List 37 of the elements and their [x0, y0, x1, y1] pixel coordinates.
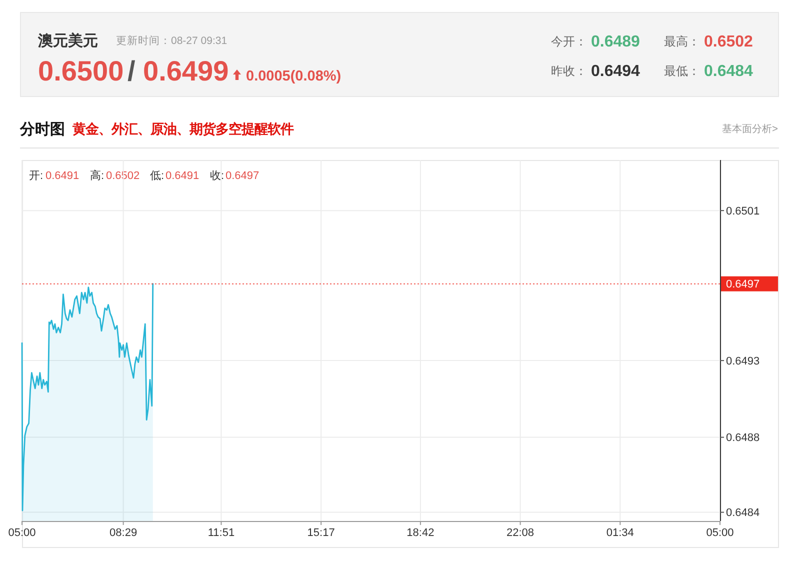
- x-tick-label: 22:08: [506, 527, 534, 539]
- y-tick-label: 0.6488: [726, 432, 760, 444]
- x-tick-label: 18:42: [406, 527, 434, 539]
- x-tick-label: 15:17: [307, 527, 335, 539]
- text: 昨收：: [551, 64, 587, 78]
- x-tick-label: 08:29: [110, 527, 138, 539]
- text: 最高：: [664, 34, 700, 48]
- text: /: [128, 55, 136, 86]
- annotation: 0.6491: [46, 170, 80, 182]
- annotation: 收:: [210, 170, 224, 182]
- annotation: 高:: [90, 169, 104, 182]
- y-tick-label: 0.6501: [726, 205, 760, 218]
- x-tick-label: 05:00: [8, 527, 36, 539]
- y-tick-label: 0.6493: [726, 355, 760, 368]
- annotation: 0.6502: [106, 170, 140, 182]
- text: 0.6502: [704, 34, 754, 50]
- y-tick-label: 0.6484: [726, 507, 760, 520]
- x-tick-label: 01:34: [606, 527, 634, 539]
- annotation: 0.6497: [226, 170, 260, 182]
- text: 黄金、外汇、原油、期货多空提醒软件: [71, 122, 294, 136]
- annotation: 开:: [29, 170, 44, 182]
- annotation: 低:: [150, 170, 164, 182]
- text: 今开：: [551, 34, 587, 48]
- text: 0.6499: [143, 55, 229, 86]
- text: 0.0005(0.08%): [246, 68, 342, 85]
- chart-subtitle: 更新时间：08-27 09:31: [116, 34, 228, 47]
- ref-line-label: 0.6497: [726, 278, 760, 291]
- annotation: 0.6491: [166, 170, 200, 182]
- x-tick-label: 11:51: [208, 527, 235, 539]
- chart-title: 澳元美元: [37, 32, 98, 50]
- text: 0.6489: [591, 34, 640, 50]
- text: 最低：: [664, 64, 700, 78]
- text: 0.6500: [38, 55, 124, 86]
- text: 分时图: [19, 121, 65, 138]
- text: 基本面分析>: [722, 123, 778, 135]
- text: 0.6494: [591, 63, 640, 80]
- x-tick-label: 05:00: [706, 527, 734, 539]
